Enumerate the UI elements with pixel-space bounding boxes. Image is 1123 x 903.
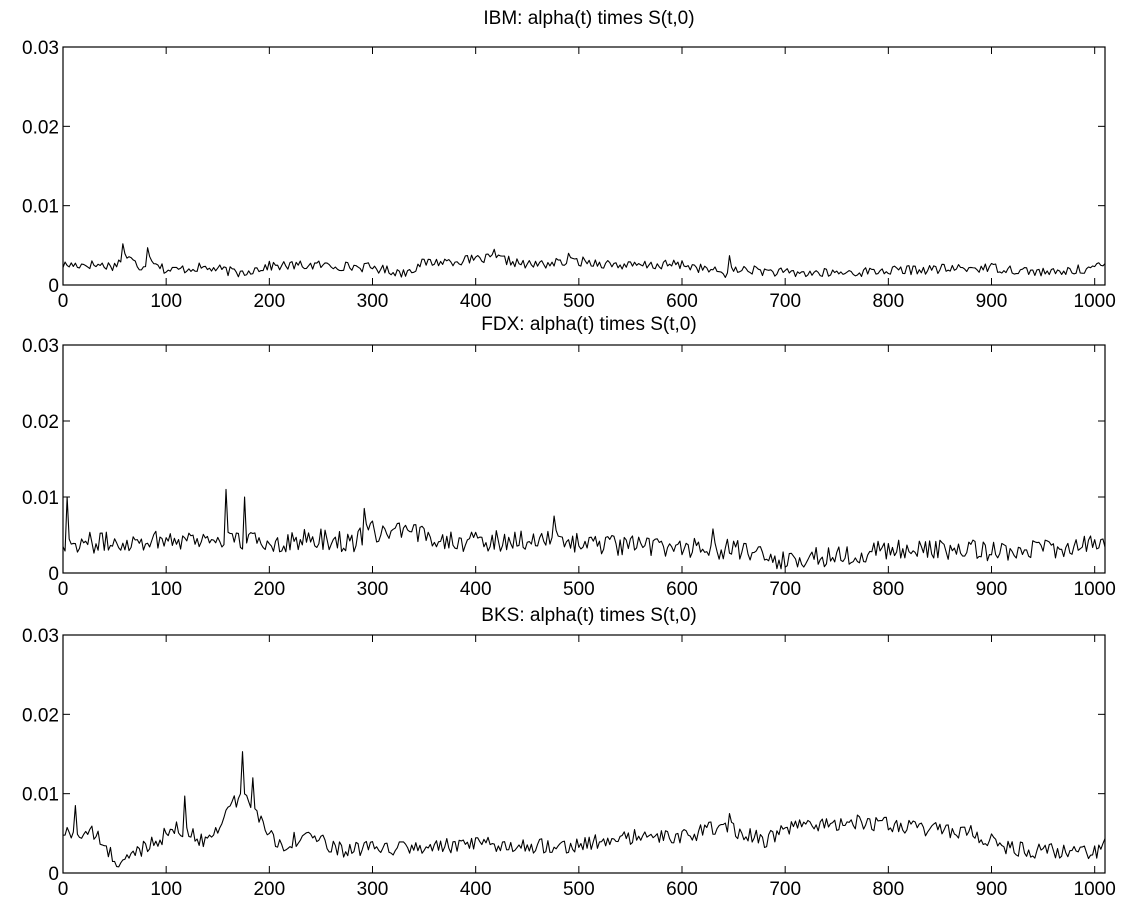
chart-panel-1: IBM: alpha(t) times S(t,0) 0 100 200 300 400 5… — [22, 8, 1116, 312]
x-tick-label: 600 — [666, 879, 698, 900]
x-tick-label: 0 — [58, 579, 69, 600]
plot-frame — [62, 46, 1106, 286]
y-tick-label: 0.02 — [22, 117, 59, 138]
y-tick-label: 0 — [48, 276, 59, 297]
x-tick-label: 400 — [460, 879, 492, 900]
series-line — [62, 751, 1106, 868]
y-tick-label: 0.03 — [22, 336, 59, 357]
y-tick-label: 0.02 — [22, 412, 59, 433]
x-tick-label: 300 — [357, 879, 389, 900]
x-tick-label: 500 — [563, 291, 595, 312]
x-tick-label: 900 — [976, 291, 1008, 312]
x-tick-label: 100 — [150, 879, 182, 900]
chart-title: IBM: alpha(t) times S(t,0) — [483, 8, 694, 29]
x-tick-label: 800 — [872, 291, 904, 312]
x-tick-label: 900 — [976, 879, 1008, 900]
chart-panel-2: FDX: alpha(t) times S(t,0) 0 100 200 300 400 5… — [22, 314, 1116, 600]
chart-panel-3: BKS: alpha(t) times S(t,0) 0 100 200 300 400 5… — [22, 605, 1116, 900]
x-tick-label: 500 — [563, 579, 595, 600]
y-tick-label: 0 — [48, 864, 59, 885]
y-tick-label: 0.01 — [22, 785, 59, 806]
x-tick-label: 400 — [460, 579, 492, 600]
y-tick-label: 0 — [48, 564, 59, 585]
x-tick-label: 1000 — [1074, 879, 1116, 900]
x-tick-label: 500 — [563, 879, 595, 900]
x-tick-label: 700 — [769, 879, 801, 900]
x-tick-label: 0 — [58, 291, 69, 312]
series-line — [62, 243, 1106, 278]
plot-frame — [62, 344, 1106, 574]
x-tick-label: 300 — [357, 579, 389, 600]
x-tick-label: 700 — [769, 291, 801, 312]
x-tick-label: 300 — [357, 291, 389, 312]
chart-title: FDX: alpha(t) times S(t,0) — [481, 314, 696, 335]
x-tick-label: 100 — [150, 579, 182, 600]
y-tick-label: 0.01 — [22, 197, 59, 218]
x-tick-label: 400 — [460, 291, 492, 312]
x-tick-label: 100 — [150, 291, 182, 312]
y-tick-label: 0.03 — [22, 38, 59, 59]
y-tick-label: 0.01 — [22, 488, 59, 509]
chart-title: BKS: alpha(t) times S(t,0) — [481, 605, 696, 626]
x-tick-label: 600 — [666, 291, 698, 312]
x-tick-label: 900 — [976, 579, 1008, 600]
series-line — [62, 488, 1106, 570]
x-tick-label: 1000 — [1074, 291, 1116, 312]
x-tick-label: 600 — [666, 579, 698, 600]
x-tick-label: 200 — [253, 291, 285, 312]
x-tick-label: 800 — [872, 879, 904, 900]
x-tick-label: 200 — [253, 579, 285, 600]
x-tick-label: 700 — [769, 579, 801, 600]
x-tick-label: 1000 — [1074, 579, 1116, 600]
y-tick-label: 0.02 — [22, 705, 59, 726]
y-tick-label: 0.03 — [22, 626, 59, 647]
x-tick-label: 800 — [872, 579, 904, 600]
x-tick-label: 200 — [253, 879, 285, 900]
x-tick-label: 0 — [58, 879, 69, 900]
plot-frame — [62, 634, 1106, 874]
